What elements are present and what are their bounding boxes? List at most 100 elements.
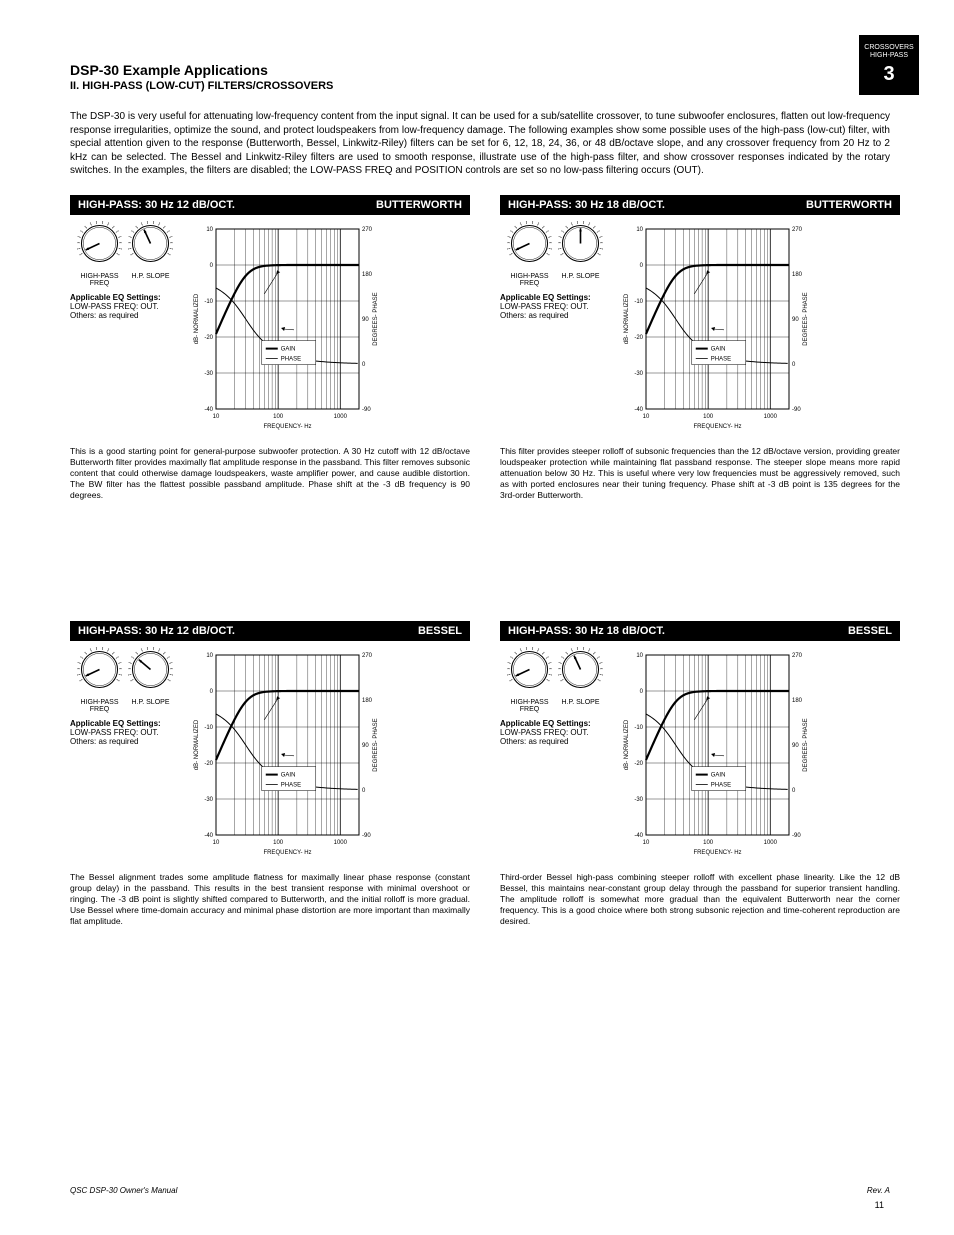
svg-text:100: 100 bbox=[703, 840, 714, 846]
svg-text:-90: -90 bbox=[792, 833, 801, 839]
svg-text:1000: 1000 bbox=[334, 840, 348, 846]
svg-text:-30: -30 bbox=[204, 371, 213, 377]
hdr-right: BUTTERWORTH bbox=[376, 199, 462, 211]
svg-text:10: 10 bbox=[636, 227, 643, 233]
svg-text:-30: -30 bbox=[204, 797, 213, 803]
knob-panel: HIGH-PASS FREQ H.P. SLOPE Applicable EQ … bbox=[500, 647, 610, 746]
knob-label-slope: H.P. SLOPE bbox=[128, 699, 173, 713]
svg-text:-20: -20 bbox=[634, 761, 643, 767]
filter-grid: HIGH-PASS: 30 Hz 12 dB/OCT. BUTTERWORTH … bbox=[70, 195, 900, 927]
knob-label-freq: HIGH-PASS FREQ bbox=[77, 699, 122, 713]
svg-text:PHASE: PHASE bbox=[711, 783, 731, 789]
svg-text:dB- NORMALIZED: dB- NORMALIZED bbox=[624, 719, 630, 770]
footer-right: Rev. A bbox=[867, 1186, 890, 1195]
knob-hp-slope bbox=[558, 647, 603, 697]
page-footer: QSC DSP-30 Owner's Manual Rev. A bbox=[70, 1186, 890, 1195]
svg-text:10: 10 bbox=[206, 653, 213, 659]
svg-text:0: 0 bbox=[640, 263, 644, 269]
eq-settings: Applicable EQ Settings:LOW-PASS FREQ: OU… bbox=[70, 719, 180, 746]
svg-text:270: 270 bbox=[362, 653, 373, 659]
knob-hp-slope bbox=[128, 221, 173, 271]
page-subtitle: II. HIGH-PASS (LOW-CUT) FILTERS/CROSSOVE… bbox=[70, 80, 333, 92]
cell-description: This is a good starting point for genera… bbox=[70, 446, 470, 501]
svg-text:100: 100 bbox=[273, 840, 284, 846]
svg-text:-40: -40 bbox=[634, 407, 643, 413]
svg-text:90: 90 bbox=[362, 743, 369, 749]
svg-text:-40: -40 bbox=[634, 833, 643, 839]
svg-text:GAIN: GAIN bbox=[711, 347, 726, 353]
response-chart: 100-10-20-30-40270180900-90101001000 GAI… bbox=[618, 221, 813, 436]
hdr-right: BESSEL bbox=[418, 625, 462, 637]
filter-cell: HIGH-PASS: 30 Hz 12 dB/OCT. BUTTERWORTH … bbox=[70, 195, 470, 501]
cell-header: HIGH-PASS: 30 Hz 12 dB/OCT. BESSEL bbox=[70, 621, 470, 641]
svg-text:FREQUENCY- Hz: FREQUENCY- Hz bbox=[263, 424, 311, 430]
corner-num: 3 bbox=[883, 62, 894, 86]
svg-text:90: 90 bbox=[792, 743, 799, 749]
svg-text:0: 0 bbox=[362, 788, 366, 794]
eq-settings: Applicable EQ Settings:LOW-PASS FREQ: OU… bbox=[500, 719, 610, 746]
svg-text:dB- NORMALIZED: dB- NORMALIZED bbox=[624, 293, 630, 344]
svg-text:GAIN: GAIN bbox=[281, 347, 296, 353]
svg-text:0: 0 bbox=[362, 362, 366, 368]
filter-cell: HIGH-PASS: 30 Hz 18 dB/OCT. BUTTERWORTH … bbox=[500, 195, 900, 501]
svg-text:GAIN: GAIN bbox=[281, 773, 296, 779]
svg-text:-40: -40 bbox=[204, 407, 213, 413]
svg-text:0: 0 bbox=[210, 263, 214, 269]
svg-text:10: 10 bbox=[643, 840, 650, 846]
knob-hp-freq bbox=[77, 221, 122, 271]
svg-text:90: 90 bbox=[792, 317, 799, 323]
svg-text:10: 10 bbox=[206, 227, 213, 233]
svg-text:10: 10 bbox=[643, 414, 650, 420]
cell-description: Third-order Bessel high-pass combining s… bbox=[500, 872, 900, 927]
eq-settings: Applicable EQ Settings:LOW-PASS FREQ: OU… bbox=[70, 293, 180, 320]
svg-text:0: 0 bbox=[792, 362, 796, 368]
eq-settings: Applicable EQ Settings:LOW-PASS FREQ: OU… bbox=[500, 293, 610, 320]
svg-text:-90: -90 bbox=[362, 833, 371, 839]
svg-text:180: 180 bbox=[362, 698, 373, 704]
svg-text:1000: 1000 bbox=[334, 414, 348, 420]
svg-text:DEGREES- PHASE: DEGREES- PHASE bbox=[803, 719, 809, 772]
knob-panel: HIGH-PASS FREQ H.P. SLOPE Applicable EQ … bbox=[70, 647, 180, 746]
knob-hp-freq bbox=[77, 647, 122, 697]
svg-text:-10: -10 bbox=[634, 299, 643, 305]
knob-panel: HIGH-PASS FREQ H.P. SLOPE Applicable EQ … bbox=[70, 221, 180, 320]
intro-paragraph: The DSP-30 is very useful for attenuatin… bbox=[70, 110, 890, 178]
knob-hp-freq bbox=[507, 647, 552, 697]
svg-text:-20: -20 bbox=[204, 335, 213, 341]
hdr-left: HIGH-PASS: 30 Hz 12 dB/OCT. bbox=[78, 625, 235, 637]
knob-label-slope: H.P. SLOPE bbox=[558, 273, 603, 287]
knob-hp-slope bbox=[558, 221, 603, 271]
page-corner-tab: CROSSOVERS HIGH-PASS 3 bbox=[859, 35, 919, 95]
svg-text:90: 90 bbox=[362, 317, 369, 323]
svg-text:270: 270 bbox=[792, 653, 803, 659]
svg-text:1000: 1000 bbox=[764, 414, 778, 420]
knob-label-freq: HIGH-PASS FREQ bbox=[507, 699, 552, 713]
svg-text:FREQUENCY- Hz: FREQUENCY- Hz bbox=[263, 850, 311, 856]
page-title: DSP-30 Example Applications bbox=[70, 62, 268, 78]
knob-label-freq: HIGH-PASS FREQ bbox=[507, 273, 552, 287]
svg-text:PHASE: PHASE bbox=[711, 357, 731, 363]
response-chart: 100-10-20-30-40270180900-90101001000 GAI… bbox=[188, 221, 383, 436]
svg-text:-30: -30 bbox=[634, 797, 643, 803]
svg-text:-10: -10 bbox=[634, 725, 643, 731]
knob-hp-freq bbox=[507, 221, 552, 271]
svg-text:-90: -90 bbox=[792, 407, 801, 413]
hdr-left: HIGH-PASS: 30 Hz 18 dB/OCT. bbox=[508, 199, 665, 211]
response-chart: 100-10-20-30-40270180900-90101001000 GAI… bbox=[188, 647, 383, 862]
hdr-right: BUTTERWORTH bbox=[806, 199, 892, 211]
svg-text:180: 180 bbox=[792, 698, 803, 704]
svg-text:1000: 1000 bbox=[764, 840, 778, 846]
svg-text:10: 10 bbox=[636, 653, 643, 659]
svg-text:0: 0 bbox=[640, 689, 644, 695]
svg-text:FREQUENCY- Hz: FREQUENCY- Hz bbox=[693, 850, 741, 856]
svg-text:10: 10 bbox=[213, 414, 220, 420]
knob-label-freq: HIGH-PASS FREQ bbox=[77, 273, 122, 287]
svg-text:100: 100 bbox=[703, 414, 714, 420]
svg-text:180: 180 bbox=[792, 272, 803, 278]
knob-label-slope: H.P. SLOPE bbox=[128, 273, 173, 287]
cell-header: HIGH-PASS: 30 Hz 18 dB/OCT. BESSEL bbox=[500, 621, 900, 641]
svg-text:0: 0 bbox=[210, 689, 214, 695]
svg-text:-10: -10 bbox=[204, 299, 213, 305]
svg-text:-90: -90 bbox=[362, 407, 371, 413]
svg-text:270: 270 bbox=[362, 227, 373, 233]
